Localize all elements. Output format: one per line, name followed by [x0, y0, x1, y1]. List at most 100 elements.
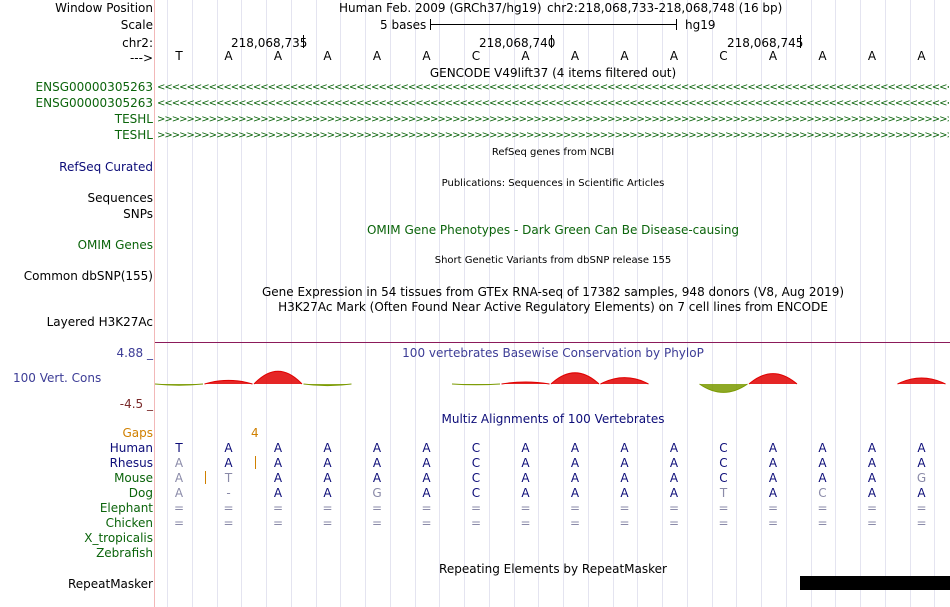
aligned-base: C	[471, 486, 481, 500]
gene-label[interactable]: ENSG00000305263	[35, 80, 153, 94]
aligned-base: G	[916, 471, 927, 485]
aligned-base: A	[521, 456, 530, 470]
species-label[interactable]: Zebrafish	[96, 546, 153, 560]
gencode-track-title[interactable]: GENCODE V49lift37 (4 items filtered out)	[429, 66, 677, 80]
gridline	[785, 0, 787, 607]
aligned-base: A	[867, 486, 877, 500]
aligned-base: A	[768, 456, 778, 470]
gene-label[interactable]: TESHL	[114, 112, 153, 126]
aligned-base: =	[866, 516, 878, 530]
gridline	[860, 0, 861, 607]
ruler-tick	[303, 35, 304, 48]
aligned-base: A	[818, 456, 827, 470]
gridline	[290, 0, 292, 607]
species-label[interactable]: Elephant	[99, 501, 153, 515]
conservation-score-mark	[748, 373, 798, 385]
gridline	[167, 0, 168, 607]
refseq-track-title[interactable]: RefSeq genes from NCBI	[491, 147, 615, 158]
conservation-score-mark	[600, 377, 649, 385]
dbsnp-track-label[interactable]: Common dbSNP(155)	[23, 269, 153, 283]
reference-base: T	[175, 49, 183, 63]
aligned-base: A	[521, 471, 530, 485]
repeatmasker-track-title[interactable]: Repeating Elements by RepeatMasker	[439, 562, 667, 576]
omim-track-label[interactable]: OMIM Genes	[77, 238, 153, 252]
species-label[interactable]: Chicken	[105, 516, 153, 530]
aligned-base: =	[223, 516, 234, 530]
scale-db: hg19	[685, 18, 716, 32]
cons-track-label[interactable]: 100 Vert. Cons	[13, 371, 102, 385]
conservation-score-mark	[550, 372, 600, 385]
aligned-base: A	[323, 441, 332, 455]
multiz-track-title[interactable]: Multiz Alignments of 100 Vertebrates	[441, 412, 665, 426]
aligned-base: =	[173, 516, 185, 530]
reference-base: A	[372, 49, 382, 63]
aligned-base: A	[768, 486, 778, 500]
gene-strand-arrows[interactable]: >>>>>>>>>>>>>>>>>>>>>>>>>>>>>>>>>>>>>>>>…	[157, 131, 949, 141]
h3k27ac-track-label[interactable]: Layered H3K27Ac	[46, 315, 153, 329]
species-label[interactable]: Mouse	[114, 471, 153, 485]
h3k27ac-track-title[interactable]: H3K27Ac Mark (Often Found Near Active Re…	[278, 300, 828, 314]
gene-strand-arrows[interactable]: <<<<<<<<<<<<<<<<<<<<<<<<<<<<<<<<<<<<<<<<…	[157, 99, 949, 109]
scale-bar-text: 5 bases	[380, 18, 427, 32]
gene-strand-arrows[interactable]: >>>>>>>>>>>>>>>>>>>>>>>>>>>>>>>>>>>>>>>>…	[157, 115, 949, 125]
reference-base: C	[719, 49, 728, 63]
label-divider	[154, 0, 155, 607]
insertion-gap-marker	[205, 471, 206, 484]
aligned-base: A	[570, 486, 580, 500]
reference-base: A	[273, 49, 283, 63]
aligned-base: A	[917, 456, 926, 470]
species-label[interactable]: Human	[109, 441, 153, 455]
cons-track-title[interactable]: 100 vertebrates Basewise Conservation by…	[402, 346, 704, 360]
aligned-base: A	[620, 456, 629, 470]
sequences-track-label[interactable]: Sequences	[87, 191, 153, 205]
omim-track-title[interactable]: OMIM Gene Phenotypes - Dark Green Can Be…	[366, 223, 740, 237]
gene-label[interactable]: TESHL	[114, 128, 153, 142]
aligned-base: C	[471, 441, 481, 455]
gridline	[315, 0, 317, 607]
gene-label[interactable]: ENSG00000305263	[35, 96, 153, 110]
cons-min-value: -4.5 _	[119, 397, 153, 411]
conservation-score-mark	[303, 383, 352, 387]
repeat-element-block[interactable]	[800, 576, 950, 590]
gene-strand-arrows[interactable]: <<<<<<<<<<<<<<<<<<<<<<<<<<<<<<<<<<<<<<<<…	[157, 83, 949, 93]
aligned-base: A	[273, 441, 283, 455]
aligned-base: A	[669, 441, 679, 455]
gridline	[761, 0, 762, 607]
refseq-track-label[interactable]: RefSeq Curated	[59, 160, 153, 174]
species-label[interactable]: Rhesus	[109, 456, 153, 470]
publications-track-title[interactable]: Publications: Sequences in Scientific Ar…	[441, 178, 665, 189]
snps-track-label[interactable]: SNPs	[123, 207, 153, 221]
scale-bar-left-end	[430, 19, 431, 30]
aligned-base: A	[174, 471, 184, 485]
aligned-base: C	[471, 471, 481, 485]
chrom-label: chr2:	[122, 36, 153, 50]
aligned-base: A	[372, 456, 382, 470]
species-label[interactable]: X_tropicalis	[84, 531, 153, 545]
aligned-base: =	[817, 501, 828, 515]
gridline	[414, 0, 416, 607]
aligned-base: C	[471, 456, 481, 470]
aligned-base: =	[272, 516, 284, 530]
species-label[interactable]: Dog	[128, 486, 153, 500]
aligned-base: A	[521, 441, 530, 455]
dbsnp-track-title[interactable]: Short Genetic Variants from dbSNP releas…	[434, 255, 672, 266]
aligned-base: =	[520, 501, 531, 515]
gridline	[513, 0, 515, 607]
base-gridlines	[155, 0, 950, 607]
aligned-base: =	[223, 501, 234, 515]
aligned-base: A	[372, 471, 382, 485]
aligned-base: A	[372, 441, 382, 455]
aligned-base: C	[719, 471, 728, 485]
aligned-base: A	[669, 471, 679, 485]
repeatmasker-track-label[interactable]: RepeatMasker	[67, 577, 153, 591]
gtex-track-title[interactable]: Gene Expression in 54 tissues from GTEx …	[261, 285, 845, 299]
gridline	[266, 0, 267, 607]
assembly-title: Human Feb. 2009 (GRCh37/hg19)	[339, 1, 542, 15]
conservation-score-mark	[451, 383, 501, 386]
conservation-score-mark	[155, 383, 204, 386]
aligned-base: A	[669, 486, 679, 500]
conservation-wiggle[interactable]	[155, 360, 950, 408]
gridline	[538, 0, 540, 607]
ruler-tick	[800, 35, 801, 48]
window-position-value[interactable]: chr2:218,068,733-218,068,748 (16 bp)	[547, 1, 783, 15]
